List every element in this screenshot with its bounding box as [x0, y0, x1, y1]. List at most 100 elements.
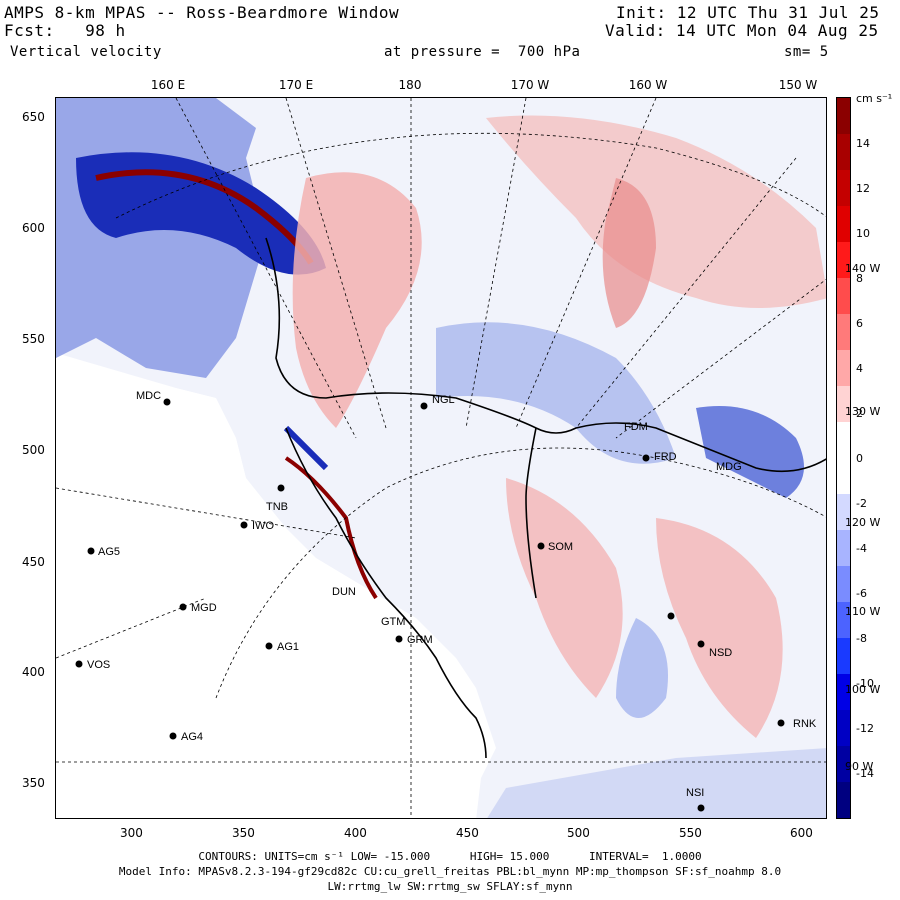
- colorbar-tick-label: -8: [856, 632, 867, 645]
- parallel-line: [215, 447, 826, 699]
- coastline-path: [525, 427, 537, 599]
- negative-field-region: [696, 406, 804, 498]
- station-label: MGD: [191, 602, 217, 614]
- colorbar: [836, 97, 851, 819]
- y-tick-label: 350: [22, 776, 45, 790]
- station-dot: [240, 521, 248, 529]
- colorbar-segment: [837, 242, 850, 278]
- x-tick-label: 400: [344, 826, 367, 840]
- forecast-label: Fcst: 98 h: [4, 22, 126, 40]
- coastline-path: [265, 237, 826, 473]
- colorbar-segment: [837, 674, 850, 710]
- station-dot: [537, 542, 545, 550]
- station-label: MDG: [716, 461, 742, 473]
- station-label: FDM: [624, 421, 648, 433]
- colorbar-units: cm s⁻¹: [856, 92, 893, 105]
- lon-label: 150 W: [778, 78, 818, 92]
- lon-label: 140 W: [845, 262, 881, 275]
- map-panel: MDC NGL FDM FRD MDG TNB IWO AG5 SOM MGD …: [55, 97, 827, 819]
- lon-label: 170 E: [278, 78, 314, 92]
- colorbar-segment: [837, 350, 850, 386]
- station-dot: [642, 454, 650, 462]
- x-tick-label: 450: [456, 826, 479, 840]
- model-info: Model Info: MPASv8.2.3-194-gf29cd82c CU:…: [118, 865, 782, 878]
- station-label: VOS: [87, 659, 110, 671]
- station-dot: [667, 612, 675, 620]
- station-dot: [697, 640, 705, 648]
- station-label: NSD: [709, 647, 732, 659]
- colorbar-tick-label: 2: [856, 407, 863, 420]
- colorbar-tick-label: -2: [856, 497, 867, 510]
- x-tick-label: 350: [232, 826, 255, 840]
- ice-shelf-region: [56, 353, 496, 818]
- positive-field-region: [506, 478, 623, 698]
- lon-label: 120 W: [845, 516, 881, 529]
- forecast-label-text: Fcst:: [4, 21, 55, 40]
- colorbar-segment: [837, 278, 850, 314]
- station-dot: [163, 398, 171, 406]
- field-name: Vertical velocity: [10, 44, 162, 60]
- lon-label: 100 W: [845, 683, 881, 696]
- colorbar-segment: [837, 782, 850, 818]
- colorbar-segment: [837, 602, 850, 638]
- colorbar-segment: [837, 134, 850, 170]
- station-dot: [277, 484, 285, 492]
- strong-negative-band: [76, 152, 326, 275]
- station-dot: [75, 660, 83, 668]
- colorbar-tick-label: 4: [856, 362, 863, 375]
- meridian-line: [465, 98, 527, 429]
- station-label: IWO: [252, 520, 274, 532]
- station-dot: [87, 547, 95, 555]
- coastline: [265, 237, 826, 759]
- colorbar-tick-label: -6: [856, 587, 867, 600]
- station-markers: [75, 398, 785, 812]
- colorbar-tick-label: 8: [856, 272, 863, 285]
- colorbar-segment: [837, 710, 850, 746]
- colorbar-segment: [837, 566, 850, 602]
- positive-field-region: [486, 115, 826, 308]
- colorbar-segment: [837, 422, 850, 458]
- colorbar-segment: [837, 746, 850, 782]
- negative-field-region: [436, 322, 676, 464]
- contour-info: CONTOURS: UNITS=cm s⁻¹ LOW= -15.000 HIGH…: [198, 850, 702, 863]
- colorbar-tick-label: 14: [856, 137, 870, 150]
- colorbar-segment: [837, 98, 850, 134]
- positive-field-region: [602, 178, 656, 328]
- lon-label: 130 W: [845, 405, 881, 418]
- lon-label: 160 W: [628, 78, 668, 92]
- y-tick-label: 650: [22, 110, 45, 124]
- station-label: RNK: [793, 718, 817, 730]
- y-tick-label: 400: [22, 665, 45, 679]
- station-dot: [265, 642, 273, 650]
- lon-label: 180: [398, 78, 422, 92]
- station-dot: [169, 732, 177, 740]
- colorbar-tick-label: -14: [856, 767, 874, 780]
- meridian-line: [575, 157, 797, 429]
- colorbar-tick-label: 0: [856, 452, 863, 465]
- colorbar-tick-label: 6: [856, 317, 863, 330]
- colorbar-segment: [837, 530, 850, 566]
- valid-time: Valid: 14 UTC Mon 04 Aug 25: [605, 21, 879, 40]
- station-label: NSI: [686, 787, 704, 799]
- station-label: DUN: [332, 586, 356, 598]
- positive-field-region: [656, 518, 783, 738]
- station-label: SOM: [548, 541, 573, 553]
- meridian-line: [56, 487, 357, 539]
- strong-negative-band: [283, 425, 329, 471]
- colorbar-tick-label: -4: [856, 542, 867, 555]
- lon-label: 90 W: [845, 760, 874, 773]
- colorbar-tick-label: 10: [856, 227, 870, 240]
- smoothing-label: sm= 5: [784, 44, 829, 60]
- colorbar-tick-label: -12: [856, 722, 874, 735]
- station-dot: [420, 402, 428, 410]
- colorbar-segment: [837, 458, 850, 494]
- x-tick-label: 500: [567, 826, 590, 840]
- y-tick-label: 450: [22, 555, 45, 569]
- positive-field-region: [292, 172, 422, 428]
- colorbar-tick-label: -10: [856, 677, 874, 690]
- station-dot: [777, 719, 785, 727]
- x-tick-label: 550: [679, 826, 702, 840]
- y-tick-label: 600: [22, 221, 45, 235]
- station-label: AG5: [98, 546, 120, 558]
- y-tick-label: 500: [22, 443, 45, 457]
